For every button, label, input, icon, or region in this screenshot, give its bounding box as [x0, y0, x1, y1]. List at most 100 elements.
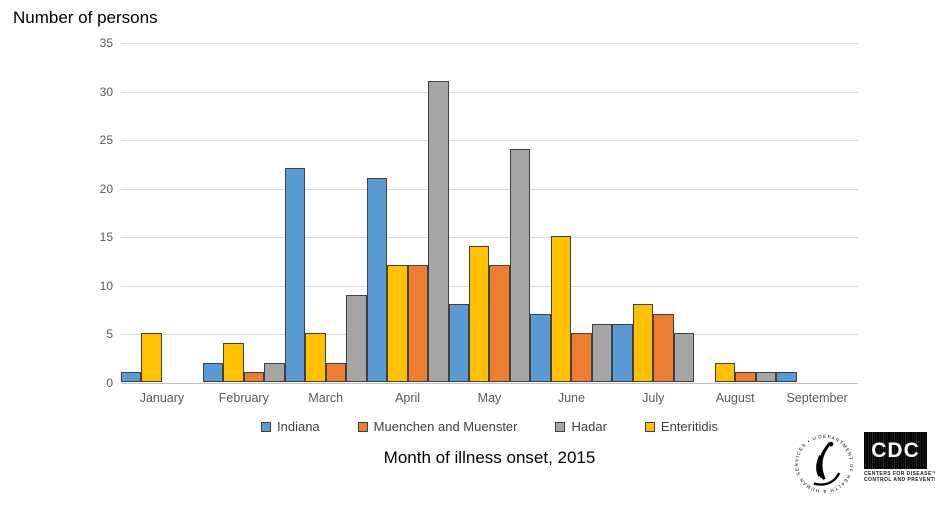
- bar-slot: [571, 42, 592, 382]
- y-tick-label-35: 35: [99, 36, 113, 50]
- hhs-ring-text: DEPARTMENT OF HEALTH & HUMAN SERVICES • …: [786, 426, 860, 500]
- bar-slot: [755, 42, 777, 382]
- y-tick-label-15: 15: [99, 230, 113, 245]
- bar-slot: [223, 42, 244, 382]
- y-tick-label-20: 20: [99, 181, 113, 196]
- bar-slot: [264, 42, 285, 382]
- bar-hadar-july: [673, 333, 695, 382]
- bar-enteritidis-july: [632, 304, 654, 382]
- gridline-25: [121, 140, 858, 142]
- bar-enteritidis-april: [387, 265, 408, 382]
- bar-muenchen-and-muenster-june: [571, 333, 592, 382]
- bar-slot: [714, 42, 736, 382]
- y-tick-label-0: 0: [106, 376, 113, 390]
- bar-slot: [591, 42, 613, 382]
- bar-slot: [325, 42, 347, 382]
- svg-text:DEPARTMENT OF HEALTH & HUMAN S: DEPARTMENT OF HEALTH & HUMAN SERVICES • …: [786, 426, 860, 500]
- bar-hadar-may: [509, 148, 531, 382]
- bar-slot: [121, 42, 142, 382]
- x-tick-label-august: August: [715, 391, 755, 405]
- legend-item-muenchen-and-muenster: Muenchen and Muenster: [357, 419, 518, 434]
- bar-slot: [141, 42, 162, 382]
- bar-group-may: [448, 42, 531, 382]
- y-tick-label-30: 30: [99, 84, 113, 99]
- bar-muenchen-and-muenster-march: [325, 362, 347, 382]
- legend-swatch-icon: [261, 421, 272, 432]
- bar-slot: [653, 42, 674, 382]
- legend-item-indiana: Indiana: [261, 419, 320, 434]
- bar-slot: [448, 42, 470, 382]
- bar-slot: [387, 42, 408, 382]
- bar-indiana-april: [366, 178, 388, 382]
- gridline-35: [121, 43, 858, 44]
- bar-muenchen-and-muenster-august: [735, 372, 756, 382]
- x-tick-label-march: March: [308, 391, 344, 405]
- chart-title: Number of persons: [13, 8, 158, 27]
- bar-slot: [243, 42, 265, 382]
- bar-indiana-september: [776, 372, 797, 382]
- legend-item-hadar: Hadar: [555, 419, 607, 434]
- bar-indiana-may: [448, 304, 470, 382]
- cdc-logo: CDC CENTERS FOR DISEASE™ CONTROL AND PRE…: [864, 432, 935, 483]
- bar-enteritidis-may: [469, 246, 490, 382]
- y-tick-label-10: 10: [99, 278, 113, 293]
- bar-indiana-february: [202, 362, 224, 382]
- bar-hadar-february: [264, 362, 285, 382]
- bar-muenchen-and-muenster-may: [489, 265, 510, 382]
- bar-slot: [612, 42, 633, 382]
- bar-slot: [817, 42, 837, 382]
- bar-indiana-june: [530, 314, 551, 382]
- bar-group-june: [530, 42, 613, 382]
- bar-muenchen-and-muenster-july: [653, 314, 674, 382]
- bar-enteritidis-january: [141, 333, 162, 382]
- bar-slot: [489, 42, 510, 382]
- y-tick-label-5: 5: [106, 327, 113, 342]
- bar-group-august: [694, 42, 777, 382]
- x-tick-label-april: April: [395, 391, 421, 405]
- bar-slot: [838, 42, 858, 382]
- bar-muenchen-and-muenster-february: [243, 372, 265, 382]
- legend-label: Hadar: [571, 419, 607, 434]
- bar-hadar-august: [755, 372, 777, 382]
- bar-slot: [346, 42, 367, 382]
- bar-slot: [428, 42, 449, 382]
- x-tick-label-may: May: [477, 391, 502, 405]
- bar-slot: [530, 42, 551, 382]
- legend-label: Muenchen and Muenster: [373, 419, 518, 434]
- bar-hadar-june: [591, 323, 613, 382]
- x-tick-label-february: February: [218, 391, 269, 405]
- bar-slot: [305, 42, 326, 382]
- x-tick-label-july: July: [642, 391, 665, 405]
- bar-slot: [797, 42, 817, 382]
- bar-slot: [366, 42, 388, 382]
- bar-slot: [407, 42, 429, 382]
- bar-hadar-march: [346, 294, 367, 382]
- gridline-30: [121, 91, 858, 93]
- legend-label: Indiana: [277, 419, 320, 434]
- legend-swatch-icon: [357, 421, 368, 432]
- bar-indiana-july: [612, 323, 633, 382]
- bar-group-september: [776, 42, 858, 382]
- chart-legend: Indiana Muenchen and Muenster Hadar Enterit…: [121, 419, 858, 434]
- hhs-eagle-icon: [813, 441, 841, 486]
- bar-indiana-march: [284, 168, 306, 382]
- bar-enteritidis-june: [550, 236, 572, 382]
- cdc-caption-line1: CENTERS FOR DISEASE™: [864, 471, 935, 477]
- bar-slot: [284, 42, 306, 382]
- x-tick-label-june: June: [557, 391, 585, 405]
- legend-swatch-icon: [644, 421, 655, 432]
- bar-slot: [632, 42, 654, 382]
- bar-slot: [673, 42, 695, 382]
- legend-label: Enteritidis: [660, 419, 718, 434]
- y-tick-label-25: 25: [99, 133, 113, 148]
- bar-enteritidis-august: [714, 362, 736, 382]
- bar-hadar-april: [428, 80, 449, 382]
- bar-group-february: [202, 42, 285, 382]
- bar-group-july: [612, 42, 695, 382]
- legend-swatch-icon: [555, 421, 566, 432]
- bar-slot: [550, 42, 572, 382]
- gridline-15: [121, 237, 858, 239]
- gridline-0: [121, 383, 858, 384]
- bar-slot: [162, 42, 182, 382]
- bar-slot: [202, 42, 224, 382]
